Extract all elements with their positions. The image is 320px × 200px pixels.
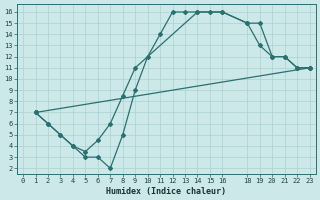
- X-axis label: Humidex (Indice chaleur): Humidex (Indice chaleur): [106, 187, 226, 196]
